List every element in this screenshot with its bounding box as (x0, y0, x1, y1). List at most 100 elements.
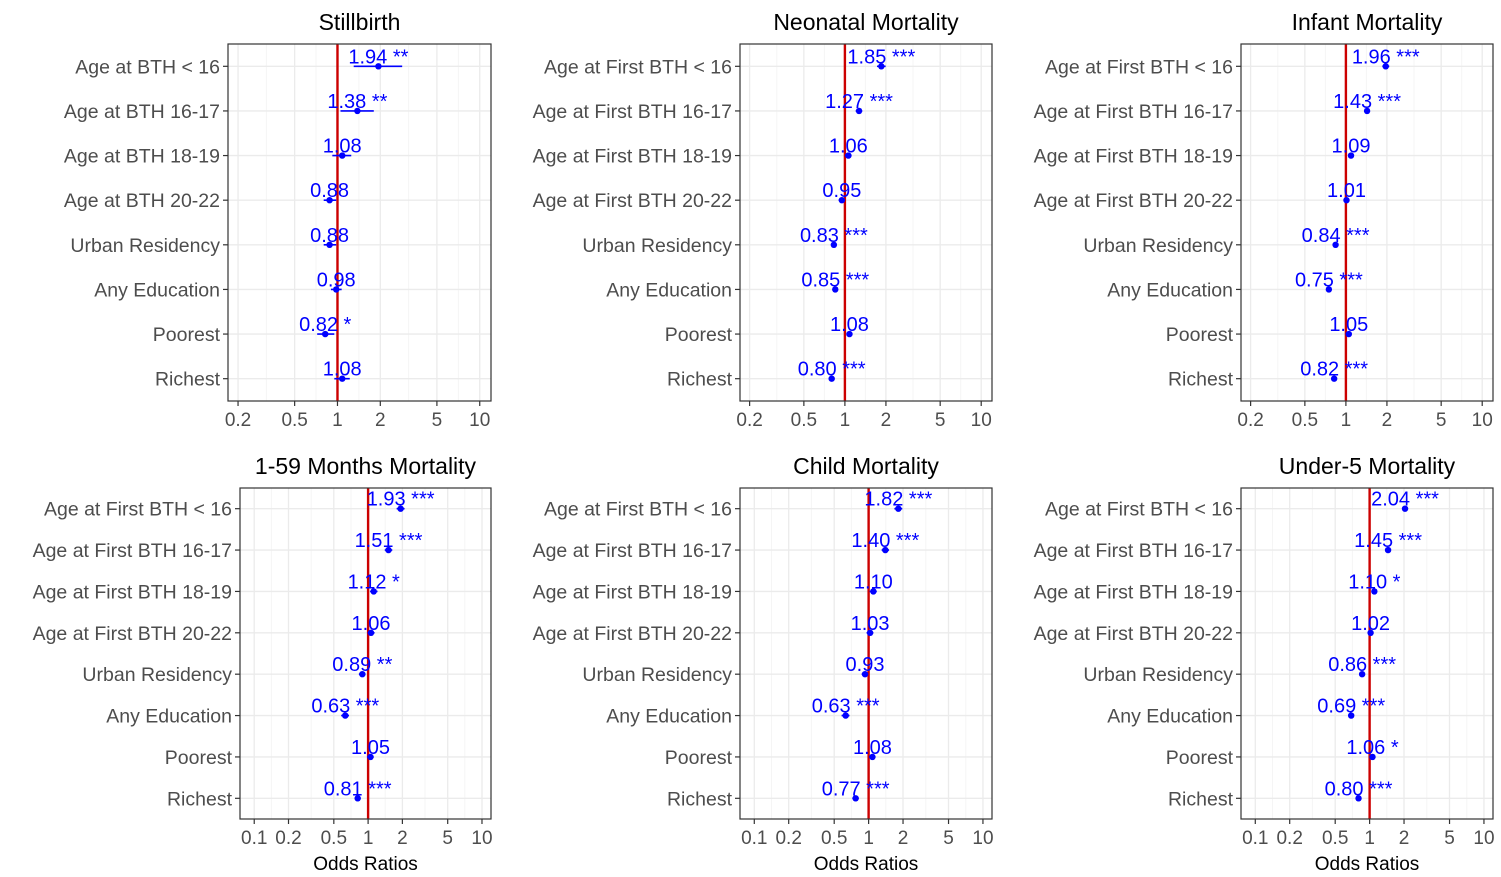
odds-ratio-point (339, 375, 346, 382)
value-label: 1.51 *** (355, 530, 423, 552)
category-label: Age at BTH 20-22 (64, 190, 220, 212)
x-tick-label: 1 (1364, 828, 1375, 849)
odds-ratio-point (895, 505, 902, 512)
category-label: Age at First BTH 16-17 (533, 540, 732, 562)
x-tick-label: 10 (972, 828, 993, 849)
value-label: 1.01 (1327, 180, 1366, 202)
value-label: 1.82 *** (864, 489, 932, 511)
value-label: 0.89 ** (332, 654, 392, 676)
category-label: Richest (1168, 788, 1234, 810)
category-label: Age at First BTH 18-19 (1034, 146, 1233, 168)
panel-title: Child Mortality (793, 453, 939, 479)
x-tick-label: 10 (469, 410, 490, 431)
odds-ratio-point (855, 107, 863, 115)
value-label: 1.05 (1329, 314, 1368, 336)
odds-ratio-point (354, 795, 361, 802)
odds-ratio-point (339, 152, 346, 159)
value-label: 1.08 (853, 737, 892, 759)
value-label: 1.96 *** (1352, 46, 1420, 68)
odds-ratio-point (1325, 286, 1333, 293)
odds-ratio-point (322, 330, 329, 338)
value-label: 2.04 *** (1371, 489, 1439, 511)
category-label: Age at First BTH 20-22 (1034, 623, 1233, 645)
category-label: Richest (167, 788, 233, 810)
value-label: 1.27 *** (825, 91, 893, 113)
value-label: 0.63 *** (311, 696, 379, 718)
category-label: Age at First BTH < 16 (544, 499, 732, 521)
odds-ratio-point (397, 505, 404, 512)
category-label: Any Education (94, 279, 220, 301)
value-label: 0.85 *** (801, 269, 869, 291)
value-label: 0.82 * (299, 314, 351, 336)
value-label: 0.80 *** (1325, 778, 1393, 800)
panel-1: 1.85 *** 1.27 *** 1.06 0.95 0.83 *** 0.85 ***… (533, 9, 993, 431)
panel-background (740, 44, 992, 401)
odds-ratio-point (367, 629, 375, 637)
x-tick-label: 2 (397, 828, 408, 849)
x-tick-label: 2 (898, 828, 909, 849)
x-tick-label: 0.5 (1292, 410, 1318, 431)
value-label: 0.81 *** (324, 778, 392, 800)
x-tick-label: 5 (943, 828, 954, 849)
category-label: Age at First BTH < 16 (544, 56, 732, 78)
odds-ratio-point (870, 588, 877, 595)
category-label: Poorest (1166, 747, 1234, 769)
panel-4: 1.82 *** 1.40 *** 1.10 1.03 0.93 0.63 *** 1.08… (533, 453, 994, 875)
x-tick-label: 5 (1436, 410, 1447, 431)
panel-background (1241, 488, 1493, 819)
category-label: Urban Residency (582, 664, 732, 686)
panel-2: 1.96 *** 1.43 *** 1.09 1.01 0.84 *** 0.75 ***… (1034, 9, 1494, 431)
odds-ratio-point (1371, 588, 1378, 595)
odds-ratio-point (326, 196, 333, 204)
x-tick-label: 1 (840, 410, 851, 431)
value-label: 0.98 (317, 269, 356, 291)
x-tick-label: 0.5 (321, 828, 347, 849)
x-tick-label: 10 (471, 828, 492, 849)
value-label: 0.82 *** (1300, 359, 1368, 381)
x-tick-label: 0.1 (741, 828, 767, 849)
odds-ratio-point (1382, 63, 1389, 70)
category-label: Richest (155, 369, 221, 391)
panel-0: 1.94 ** 1.38 ** 1.08 0.88 0.88 0.98 0.82 * 1.08… (64, 9, 492, 431)
odds-ratio-point (1332, 241, 1339, 249)
x-tick-label: 1 (1341, 410, 1352, 431)
x-tick-label: 5 (1444, 828, 1455, 849)
panel-frame (739, 487, 993, 820)
odds-ratio-point (830, 241, 838, 249)
x-tick-label: 2 (881, 410, 892, 431)
value-label: 0.95 (822, 180, 861, 202)
x-tick-label: 0.1 (241, 828, 267, 849)
panel-frame (1240, 487, 1494, 820)
odds-ratio-point (1384, 546, 1392, 554)
panel-background (1241, 44, 1493, 401)
value-label: 1.85 *** (847, 46, 915, 68)
x-tick-label: 0.2 (1237, 410, 1263, 431)
x-tick-label: 1 (332, 410, 343, 431)
odds-ratio-point (866, 629, 874, 637)
category-label: Urban Residency (1083, 664, 1233, 686)
category-label: Age at First BTH 18-19 (533, 581, 732, 603)
panel-title: 1-59 Months Mortality (255, 453, 477, 479)
x-tick-label: 5 (935, 410, 946, 431)
value-label: 0.69 *** (1317, 696, 1385, 718)
value-label: 1.02 (1351, 613, 1390, 635)
odds-ratio-point (1358, 670, 1366, 678)
odds-ratio-point (1401, 505, 1409, 512)
odds-ratio-point (333, 286, 340, 293)
x-tick-label: 0.5 (821, 828, 847, 849)
panel-5: 2.04 *** 1.45 *** 1.10 * 1.02 0.86 *** 0.69 *… (1034, 453, 1495, 875)
x-tick-label: 2 (375, 410, 386, 431)
panel-title: Infant Mortality (1292, 9, 1443, 35)
odds-ratio-point (869, 753, 876, 761)
x-tick-label: 0.1 (1242, 828, 1268, 849)
category-label: Age at First BTH < 16 (44, 499, 232, 521)
odds-ratio-point (1347, 152, 1355, 159)
category-label: Age at First BTH 16-17 (1034, 540, 1233, 562)
value-label: 0.88 (310, 180, 349, 202)
category-label: Poorest (665, 324, 733, 346)
odds-ratio-point (367, 753, 374, 761)
odds-ratio-point (1369, 753, 1376, 761)
value-label: 1.10 * (1348, 571, 1400, 593)
odds-ratio-point (1343, 196, 1350, 204)
x-tick-label: 5 (442, 828, 453, 849)
